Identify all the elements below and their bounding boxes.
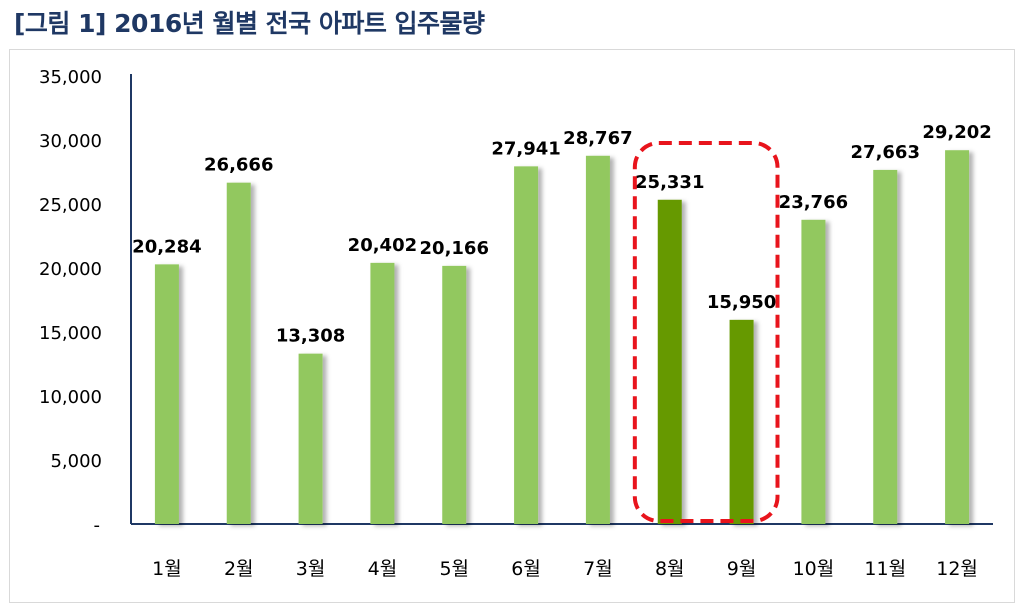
data-label: 13,308	[276, 326, 345, 347]
y-tick-label: 30,000	[39, 131, 102, 152]
data-label: 20,402	[348, 235, 417, 256]
y-tick-label: 20,000	[39, 259, 102, 280]
data-label: 26,666	[204, 155, 273, 176]
y-tick-label: 10,000	[39, 387, 102, 408]
bar-10월	[801, 219, 826, 524]
x-tick-label: 11월	[864, 558, 906, 580]
data-label: 20,284	[132, 236, 201, 257]
bar-7월	[585, 155, 610, 524]
data-label: 27,663	[851, 142, 920, 163]
x-tick-label: 4월	[368, 558, 398, 580]
highlight-box	[632, 141, 780, 523]
x-tick-label: 10월	[793, 558, 835, 580]
data-label: 27,941	[491, 138, 560, 159]
data-label: 20,166	[420, 238, 489, 259]
x-tick-label: 6월	[511, 558, 541, 580]
y-tick-label: 35,000	[39, 67, 102, 88]
y-tick-label: 15,000	[39, 323, 102, 344]
bar-8월	[657, 199, 682, 525]
x-tick-label: 1월	[152, 558, 182, 580]
x-tick-label: 2월	[224, 558, 254, 580]
y-tick-label: -	[94, 515, 101, 536]
bar-4월	[370, 262, 395, 524]
bar-1월	[154, 264, 179, 524]
x-tick-label: 7월	[583, 558, 613, 580]
bar-11월	[873, 169, 898, 524]
chart-title: [그림 1] 2016년 월별 전국 아파트 입주물량	[14, 9, 485, 38]
bar-2월	[226, 182, 251, 524]
x-tick-label: 9월	[727, 558, 757, 580]
data-label: 15,950	[707, 292, 776, 313]
bar-6월	[514, 166, 539, 524]
x-tick-label: 12월	[936, 558, 978, 580]
y-tick-label: 25,000	[39, 195, 102, 216]
x-tick-label: 3월	[296, 558, 326, 580]
data-label: 23,766	[779, 192, 848, 213]
y-tick-label: 5,000	[50, 451, 102, 472]
bar-9월	[729, 319, 754, 524]
bar-3월	[298, 353, 323, 524]
bar-5월	[442, 265, 467, 524]
data-label: 28,767	[563, 128, 632, 149]
data-label: 29,202	[922, 122, 991, 143]
chart-frame	[9, 49, 1015, 603]
bar-12월	[945, 150, 970, 524]
x-tick-label: 8월	[655, 558, 685, 580]
x-tick-label: 5월	[439, 558, 469, 580]
data-label: 25,331	[635, 172, 704, 193]
